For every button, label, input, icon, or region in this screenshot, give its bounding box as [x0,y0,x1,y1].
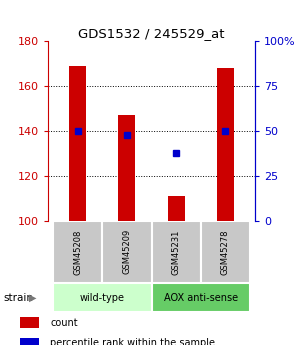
Bar [53,221,102,283]
Text: wild-type: wild-type [80,293,125,303]
Bar [102,221,152,283]
Text: percentile rank within the sample: percentile rank within the sample [50,338,215,345]
Text: strain: strain [3,293,33,303]
Text: count: count [50,318,78,328]
Bar [152,221,201,283]
Text: ▶: ▶ [28,293,36,303]
Bar [152,283,250,312]
Bar [20,337,39,345]
Title: GDS1532 / 245529_at: GDS1532 / 245529_at [78,27,225,40]
Text: GSM45208: GSM45208 [73,229,82,275]
Bar [201,221,250,283]
Bar [118,115,136,221]
Bar [217,68,234,221]
Text: GSM45209: GSM45209 [122,229,131,275]
Bar [20,317,39,328]
Bar [167,196,185,221]
Text: AOX anti-sense: AOX anti-sense [164,293,238,303]
Bar [69,66,86,221]
Text: GSM45278: GSM45278 [221,229,230,275]
Text: GSM45231: GSM45231 [172,229,181,275]
Bar [53,283,152,312]
